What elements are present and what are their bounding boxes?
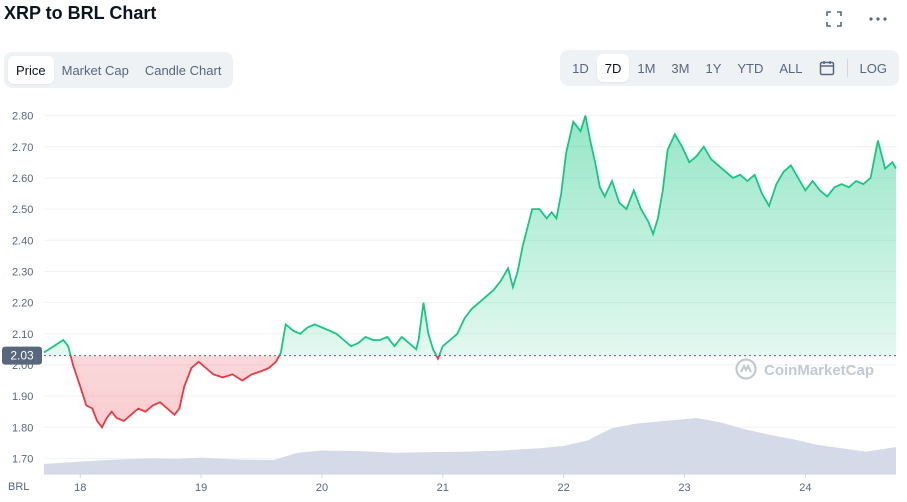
log-toggle[interactable]: LOG bbox=[859, 60, 887, 76]
page-title: XRP to BRL Chart bbox=[4, 3, 157, 23]
price-area bbox=[44, 115, 896, 428]
divider bbox=[846, 59, 848, 77]
y-tick-label: 2.40 bbox=[12, 235, 33, 247]
x-tick-label: 24 bbox=[799, 482, 811, 494]
expand-icon[interactable] bbox=[823, 8, 845, 30]
y-tick-label: 1.70 bbox=[12, 453, 33, 465]
more-horizontal-icon[interactable] bbox=[867, 8, 889, 30]
coinmarketcap-logo-icon bbox=[735, 358, 757, 380]
y-tick-label: 2.70 bbox=[12, 142, 33, 154]
x-tick-label: 18 bbox=[74, 482, 86, 494]
price-area-down bbox=[44, 355, 896, 428]
top-actions bbox=[823, 8, 889, 30]
baseline: 2.03 bbox=[2, 346, 896, 365]
range-tabs: 1D 7D 1M 3M 1Y YTD ALL LOG bbox=[560, 50, 899, 86]
range-3m[interactable]: 3M bbox=[671, 60, 690, 76]
x-tick-label: 20 bbox=[316, 482, 328, 494]
range-all[interactable]: ALL bbox=[779, 60, 803, 76]
range-ytd[interactable]: YTD bbox=[737, 60, 764, 76]
price-line-down bbox=[69, 355, 441, 429]
y-tick-label: 1.90 bbox=[12, 391, 33, 403]
x-axis: BRL 18 19 20 21 22 23 24 bbox=[8, 474, 811, 494]
range-1d[interactable]: 1D bbox=[572, 60, 589, 76]
x-tick-label: 22 bbox=[558, 482, 570, 494]
y-axis: 2.80 2.70 2.60 2.50 2.40 2.30 2.20 2.10 2.00 1.90… bbox=[12, 111, 33, 466]
x-tick-label: 23 bbox=[678, 482, 690, 494]
price-line bbox=[43, 115, 897, 429]
range-7d[interactable]: 7D bbox=[596, 54, 630, 82]
chart-type-tabs: Price Market Cap Candle Chart bbox=[4, 52, 234, 88]
x-tick-label: 19 bbox=[195, 482, 207, 494]
y-tick-label: 2.10 bbox=[12, 329, 33, 341]
y-tick-label: 2.20 bbox=[12, 298, 33, 310]
current-price-badge bbox=[2, 346, 42, 365]
y-tick-label: 2.80 bbox=[12, 111, 33, 123]
currency-label: BRL bbox=[8, 481, 29, 493]
y-tick-label: 2.30 bbox=[12, 266, 33, 278]
tab-candle-chart[interactable]: Candle Chart bbox=[144, 62, 222, 78]
calendar-icon[interactable] bbox=[811, 54, 843, 82]
volume-shape bbox=[44, 418, 896, 474]
tab-market-cap[interactable]: Market Cap bbox=[61, 62, 129, 78]
range-1m[interactable]: 1M bbox=[637, 60, 656, 76]
watermark-text: CoinMarketCap bbox=[764, 362, 874, 379]
volume-area bbox=[44, 418, 896, 474]
watermark: CoinMarketCap bbox=[735, 358, 874, 380]
y-tick-label: 2.50 bbox=[12, 204, 33, 216]
price-area-up bbox=[44, 115, 896, 356]
price-line-up bbox=[43, 115, 897, 356]
y-tick-label: 1.80 bbox=[12, 422, 33, 434]
range-1y[interactable]: 1Y bbox=[705, 60, 722, 76]
current-price-label: 2.03 bbox=[10, 349, 34, 363]
tab-price[interactable]: Price bbox=[8, 56, 54, 84]
y-tick-label: 2.00 bbox=[12, 360, 33, 372]
y-tick-label: 2.60 bbox=[12, 173, 33, 185]
x-tick-label: 21 bbox=[437, 482, 449, 494]
